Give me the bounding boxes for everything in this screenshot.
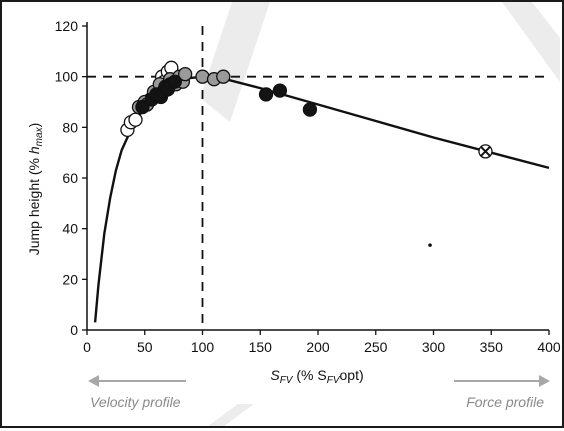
x-tick-label: 0 [83, 339, 91, 355]
velocity-profile-arrow [88, 375, 186, 387]
model-curve-line [95, 77, 549, 323]
data-point-white [129, 113, 142, 126]
x-tick-label: 400 [537, 339, 561, 355]
background-watermark [200, 2, 560, 426]
reference-lines [87, 26, 549, 330]
data-point-black [168, 75, 181, 88]
velocity-profile-label: Velocity profile [90, 394, 181, 410]
force-profile-label: Force profile [466, 394, 544, 410]
data-point-cross [479, 145, 492, 158]
watermark-shape [208, 404, 254, 426]
x-tick-label: 50 [137, 339, 153, 355]
y-tick-label: 80 [62, 119, 78, 135]
y-tick-label: 120 [55, 18, 79, 34]
x-tick-label: 200 [306, 339, 330, 355]
x-axis-ticks: 0 50 100 150 200 250 300 350 400 [83, 330, 561, 355]
data-point-gray [196, 70, 209, 83]
x-tick-label: 250 [364, 339, 388, 355]
jump-height-chart: 0 20 40 60 80 100 120 0 50 100 150 200 250 300 350 400… [2, 2, 562, 426]
data-point-dot [428, 243, 432, 247]
y-axis-label: Jump height (% hmax) [26, 123, 45, 256]
data-point-black [260, 88, 273, 101]
model-curve [95, 77, 549, 323]
y-tick-label: 60 [62, 170, 78, 186]
data-point-black [273, 84, 286, 97]
data-point-gray [217, 70, 230, 83]
x-tick-label: 100 [191, 339, 215, 355]
x-axis-label: SFV (% SFVopt) [270, 367, 363, 386]
axes [87, 22, 549, 330]
watermark-shape [502, 2, 560, 82]
x-tick-label: 350 [480, 339, 504, 355]
y-tick-label: 0 [70, 322, 78, 338]
x-tick-label: 150 [249, 339, 273, 355]
data-point-black [303, 103, 316, 116]
y-tick-label: 40 [62, 221, 78, 237]
y-tick-label: 100 [55, 69, 79, 85]
y-axis-ticks: 0 20 40 60 80 100 120 [55, 18, 87, 338]
watermark-shape [200, 2, 270, 122]
force-profile-arrow [454, 375, 550, 387]
x-tick-label: 300 [422, 339, 446, 355]
data-points [121, 61, 492, 247]
y-tick-label: 20 [62, 271, 78, 287]
